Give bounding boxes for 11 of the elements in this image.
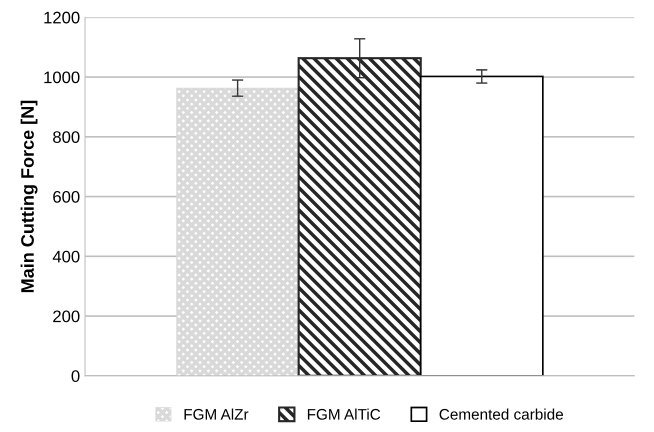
legend-label: Cemented carbide (440, 408, 563, 420)
y-tick-label: 1200 (44, 12, 80, 24)
y-tick-label: 200 (53, 310, 80, 322)
legend-label: FGM AlTiC (308, 408, 380, 420)
y-tick-label: 400 (52, 250, 80, 263)
y-tick-label: 1000 (44, 71, 80, 84)
y-tick-label: 600 (53, 190, 80, 203)
legend-label: FGM AlZr (184, 408, 248, 420)
y-tick-label: 800 (53, 131, 80, 144)
y-axis-title: Main Cutting Force [N] (20, 100, 38, 292)
y-tick-label: 0 (72, 370, 80, 382)
